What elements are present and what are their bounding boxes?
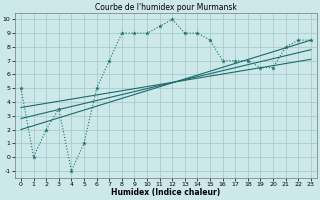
X-axis label: Humidex (Indice chaleur): Humidex (Indice chaleur)	[111, 188, 220, 197]
Title: Courbe de l'humidex pour Murmansk: Courbe de l'humidex pour Murmansk	[95, 3, 237, 12]
